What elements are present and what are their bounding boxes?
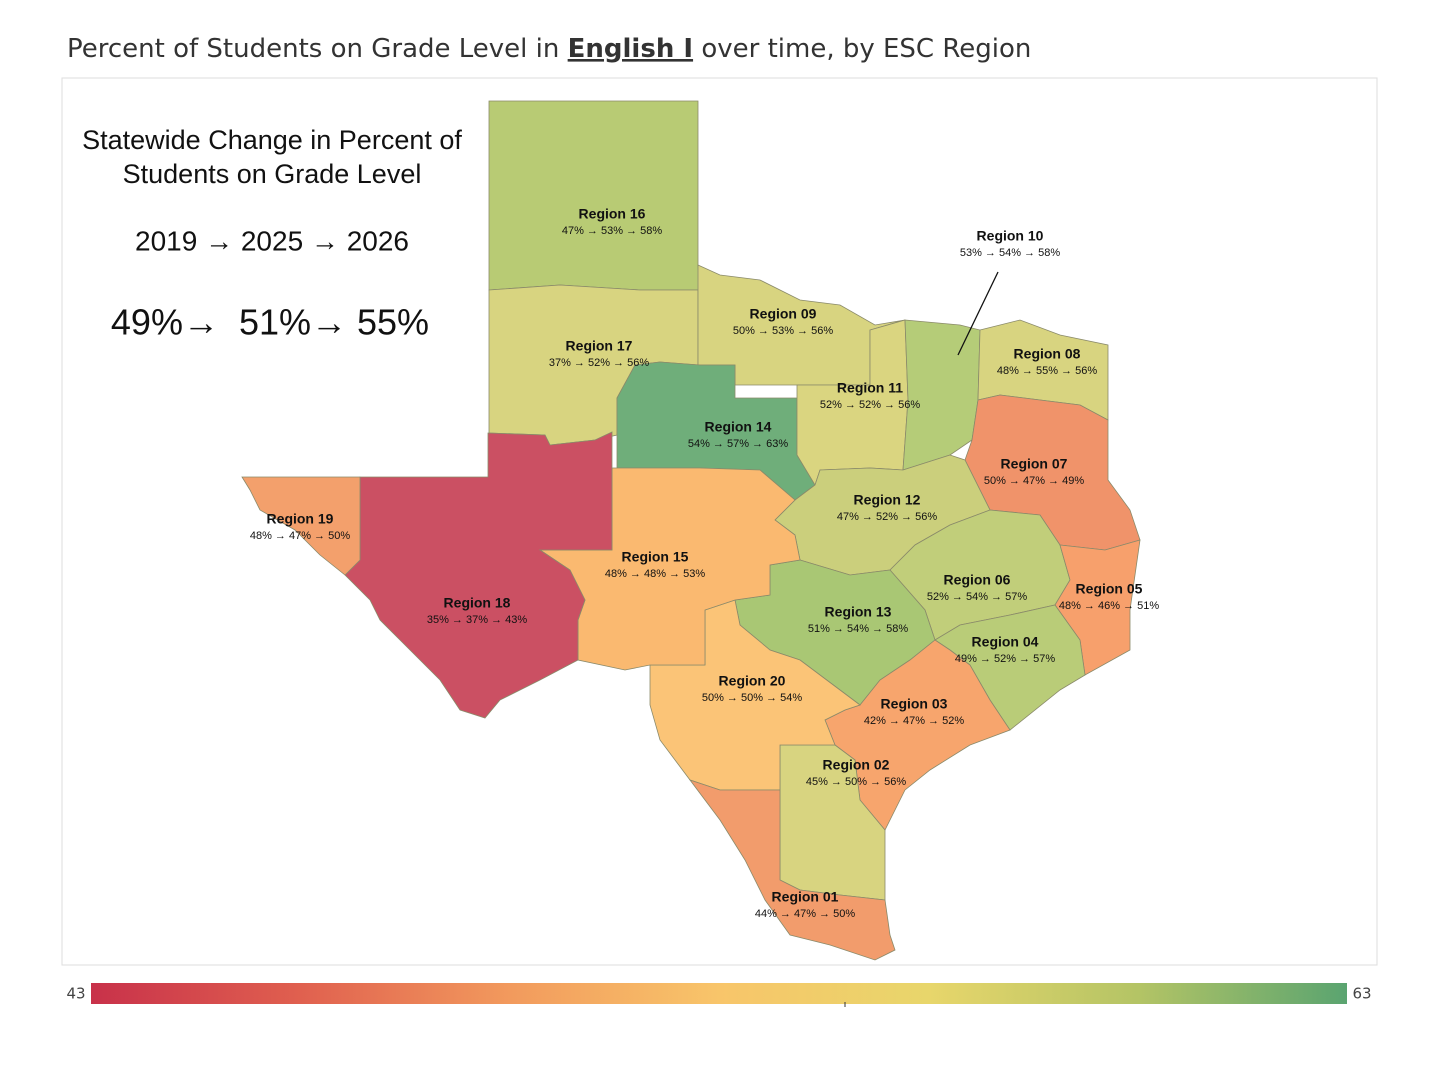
region-name: Region 06 <box>944 572 1011 588</box>
region-label: 35% → 37% → 43% <box>427 614 527 626</box>
region-name: Region 17 <box>566 338 633 354</box>
title-text: Percent of Students on Grade Level in <box>67 34 568 64</box>
region-name: Region 11 <box>837 380 903 396</box>
region-name: Region 04 <box>972 634 1039 650</box>
region-label: 44% → 47% → 50% <box>755 908 855 920</box>
region-label: 47% → 53% → 58% <box>562 225 662 237</box>
region-label: 37% → 52% → 56% <box>549 357 649 369</box>
region-shape <box>688 779 896 961</box>
region-name: Region 07 <box>1001 456 1068 472</box>
map-card <box>61 77 1378 966</box>
region-name: Region 10 <box>977 228 1044 244</box>
region-name: Region 08 <box>1014 346 1081 362</box>
region-name: Region 19 <box>267 511 334 527</box>
title-text: over time, by ESC Region <box>693 34 1031 64</box>
statewide-box: Statewide Change in Percent of Students … <box>82 125 462 342</box>
region-label: 48% → 47% → 50% <box>250 530 350 542</box>
region-label: 51% → 54% → 58% <box>808 623 908 635</box>
region-name: Region 01 <box>772 889 839 905</box>
region-name: Region 14 <box>705 419 772 435</box>
region-name: Region 02 <box>823 757 890 773</box>
legend-bar <box>91 983 1347 1004</box>
region-name: Region 20 <box>719 673 786 689</box>
region-label: 48% → 46% → 51% <box>1059 600 1159 612</box>
leader-line <box>957 271 999 356</box>
region-label: 45% → 50% → 56% <box>806 776 906 788</box>
region-label: 48% → 48% → 53% <box>605 568 705 580</box>
page-title: Percent of Students on Grade Level in En… <box>67 34 1031 64</box>
region-name: Region 16 <box>579 206 646 222</box>
legend-min: 43 <box>66 985 85 1003</box>
region-shape <box>1054 539 1141 676</box>
region-shape <box>902 319 981 471</box>
region-label: 48% → 55% → 56% <box>997 365 1097 377</box>
statewide-title: Students on Grade Level <box>123 159 422 189</box>
region-label: 52% → 52% → 56% <box>820 399 920 411</box>
region-shape <box>488 100 701 291</box>
region-name: Region 09 <box>750 306 817 322</box>
region-label: 52% → 54% → 57% <box>927 591 1027 603</box>
region-label: 42% → 47% → 52% <box>864 715 964 727</box>
statewide-values: 49%→ 51%→ 55% <box>111 302 429 343</box>
statewide-title: Statewide Change in Percent of <box>82 125 462 155</box>
region-label: 50% → 50% → 54% <box>702 692 802 704</box>
region-shape <box>241 476 361 576</box>
legend-max: 63 <box>1352 985 1371 1003</box>
region-label: 47% → 52% → 56% <box>837 511 937 523</box>
region-label: 49% → 52% → 57% <box>955 653 1055 665</box>
region-label: 50% → 47% → 49% <box>984 475 1084 487</box>
region-label: 50% → 53% → 56% <box>733 325 833 337</box>
region-name: Region 18 <box>444 595 511 611</box>
statewide-years: 2019 → 2025 → 2026 <box>135 225 409 256</box>
title-subject[interactable]: English I <box>568 34 693 64</box>
region-label: 54% → 57% → 63% <box>688 438 788 450</box>
region-label: 53% → 54% → 58% <box>960 247 1060 259</box>
region-name: Region 05 <box>1076 581 1143 597</box>
region-name: Region 03 <box>881 696 948 712</box>
region-name: Region 13 <box>825 604 892 620</box>
region-shape <box>344 431 613 719</box>
region-name: Region 15 <box>622 549 689 565</box>
region-name: Region 12 <box>854 492 921 508</box>
map: Region 16 47% → 53% → 58% Region 17 37% → 5… <box>241 100 1159 961</box>
